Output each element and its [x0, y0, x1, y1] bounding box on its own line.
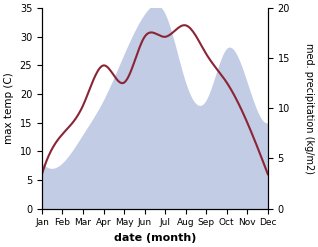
- Y-axis label: max temp (C): max temp (C): [4, 72, 14, 144]
- Y-axis label: med. precipitation (kg/m2): med. precipitation (kg/m2): [304, 43, 314, 174]
- X-axis label: date (month): date (month): [114, 233, 196, 243]
